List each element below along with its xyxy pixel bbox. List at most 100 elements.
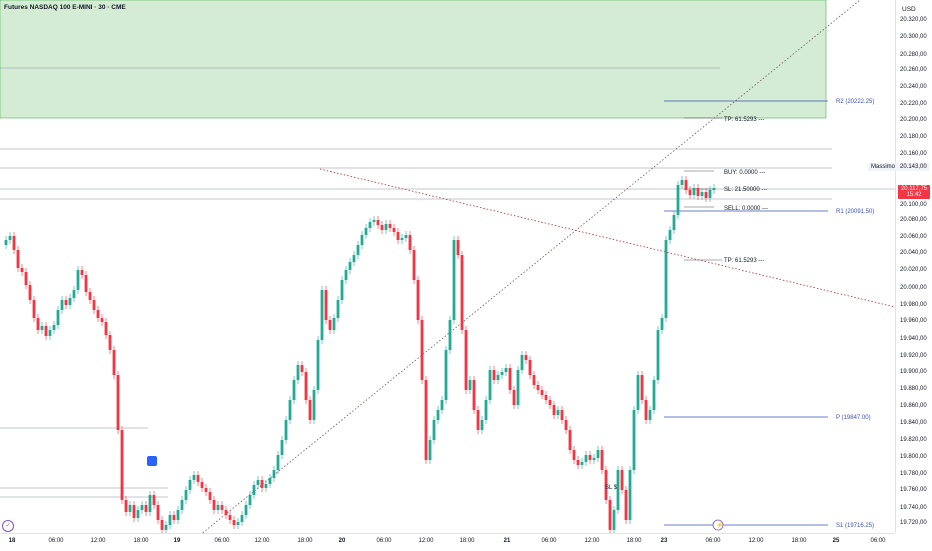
time-tick-label: 12:00 [418,538,434,544]
candle-body [108,335,112,350]
price-tick-label: 20.280,00 [900,52,927,58]
candle-body [404,235,408,238]
candle-body [260,480,264,488]
price-tick-label: 20.020,00 [900,267,927,273]
price-tick-label: 19.900,00 [900,369,927,375]
candle-body [112,350,116,375]
price-tick-label: 20.220,00 [900,101,927,107]
candle-body [480,420,484,430]
candle-body [352,255,356,262]
price-axis[interactable]: 20.320,00 20.300,00 20.280,00 20.260,00 20.2… [895,0,932,533]
candle-body [20,268,24,272]
candle-body [228,515,232,520]
candle-body [392,228,396,232]
candle-body [508,368,512,390]
candle-body [240,515,244,522]
candle-body [196,475,200,482]
candle-body [256,480,260,485]
time-axis[interactable]: 18 06:00 12:00 18:00 19 06:00 12:00 18:00 20 06:0… [0,533,895,551]
candle-body [24,272,28,285]
candle-body [496,375,500,380]
candle-body [308,400,312,420]
candle-body [336,300,340,318]
pivot-s1-label: S1 (19716.25) [836,523,874,529]
time-tick-label: 19 [173,538,181,544]
candle-body [632,410,636,470]
tp-top-label: TP: 61.5293 --- [724,117,764,123]
lightning-glyph: ⚡ [716,521,723,529]
candle-body [692,188,696,195]
price-tick-label: 20.260,00 [900,67,927,73]
candle-body [316,340,320,390]
candle-body [712,188,716,190]
candle-body [188,480,192,490]
candle-body [548,400,552,405]
candle-body [540,390,544,395]
candle-body [164,525,168,530]
candle-body [616,470,620,510]
candle-body [684,180,688,190]
current-price-badge: 20.117,75 15:42 [898,185,930,199]
candle-body [572,450,576,460]
candle-body [304,372,308,400]
candle-body [192,475,196,480]
price-tick-label: 20.200,00 [900,117,927,123]
price-tick-label: 19.920,00 [900,353,927,359]
time-tick-label: 06:00 [705,538,721,544]
candle-body [624,490,628,520]
candle-body [320,290,324,340]
candle-body [348,262,352,270]
price-tick-label: 19.740,00 [900,505,927,511]
candle-body [72,290,76,298]
candle-body [332,318,336,330]
descending-trendline [319,168,895,308]
candle-body [92,300,96,310]
candle-body [672,215,676,230]
currency-label[interactable]: USD [902,6,916,13]
candle-body [12,236,16,250]
event-marker[interactable] [147,456,157,466]
time-tick-label: 06:00 [541,538,557,544]
chart-plot-area[interactable]: R2 (20222.25) R1 (20091.50) P (19847.00)… [0,0,895,533]
candle-body [340,280,344,300]
lightning-event-icon[interactable] [712,519,724,531]
candle-body [88,292,92,300]
candle-body [448,320,452,350]
candle-body [660,318,664,330]
tradingview-logo-icon[interactable]: ✓ [2,520,14,532]
candle-body [80,270,84,275]
candle-body [524,355,528,360]
candle-body [620,470,624,490]
candle-body [608,500,612,530]
candle-body [408,235,412,250]
candle-body [368,222,372,228]
candle-body [444,350,448,400]
take-profit-zone [0,0,827,119]
bar-countdown: 15:42 [906,192,922,198]
candle-body [420,320,424,380]
reference-lines [0,148,895,498]
candle-body [48,330,52,336]
candle-body [148,495,152,512]
chart-title: Futures NASDAQ 100 E-MINI · 30 · CME [4,4,126,11]
candle-body [568,430,572,450]
candle-body [504,368,508,372]
price-tick-label: 19.720,00 [900,520,927,526]
candle-body [76,270,80,290]
candle-body [64,300,68,305]
candle-body [436,410,440,420]
candle-body [208,492,212,500]
candlestick-series [4,176,716,533]
candle-body [696,188,700,196]
time-tick-label: 21 [503,538,511,544]
candle-body [32,300,36,318]
candle-body [564,420,568,430]
candle-body [56,310,60,325]
candle-body [356,245,360,255]
price-tick-label: 19.880,00 [900,386,927,392]
price-tick-label: 20.320,00 [900,17,927,23]
candle-body [424,380,428,460]
price-tick-label: 19.980,00 [900,302,927,308]
time-tick-label: 06:00 [870,538,886,544]
